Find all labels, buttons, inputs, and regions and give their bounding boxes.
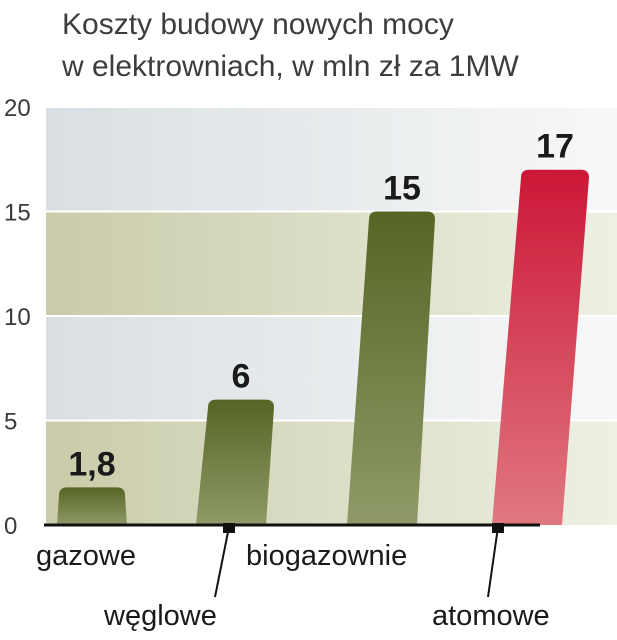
category-label-węglowe: węglowe [103, 600, 217, 632]
data-label-gazowe: 1,8 [68, 445, 115, 483]
y-tick-label: 15 [4, 200, 31, 227]
bar-biogazownie [347, 211, 435, 525]
y-tick-label: 5 [4, 409, 17, 436]
y-tick-label: 0 [4, 513, 17, 540]
bar-atomowe [492, 169, 589, 525]
data-label-węglowe: 6 [232, 358, 251, 396]
category-label-gazowe: gazowe [36, 540, 136, 572]
chart-title: Koszty budowy nowych mocy w elektrowniac… [62, 8, 519, 83]
y-tick-label: 20 [4, 95, 31, 122]
category-label-biogazownie: biogazownie [246, 540, 407, 572]
bar-gazowe [57, 487, 127, 525]
leader-line [487, 526, 499, 598]
data-label-atomowe: 17 [536, 128, 574, 166]
y-tick-label: 10 [4, 304, 31, 331]
category-label-atomowe: atomowe [432, 600, 550, 632]
data-label-biogazownie: 15 [383, 170, 421, 208]
bar-węglowe [196, 399, 274, 525]
leader-line [214, 526, 230, 598]
